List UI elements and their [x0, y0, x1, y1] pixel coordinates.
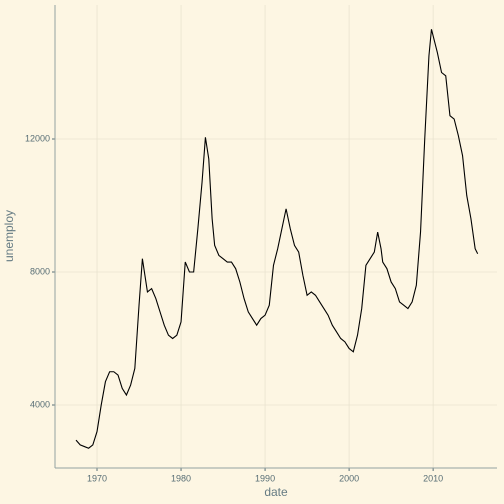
x-tick-label: 2010 — [423, 473, 443, 483]
line — [75, 29, 479, 449]
y-tick-label: 12000 — [25, 133, 50, 143]
x-tick-label: 2000 — [339, 473, 359, 483]
y-tick-label: 4000 — [30, 399, 50, 409]
x-axis-title: date — [264, 485, 288, 499]
x-tick-label: 1990 — [255, 473, 275, 483]
y-tick-label: 8000 — [30, 266, 50, 276]
y-axis-title: unemploy — [2, 210, 16, 262]
x-tick-label: 1980 — [171, 473, 191, 483]
x-tick-label: 1970 — [87, 473, 107, 483]
